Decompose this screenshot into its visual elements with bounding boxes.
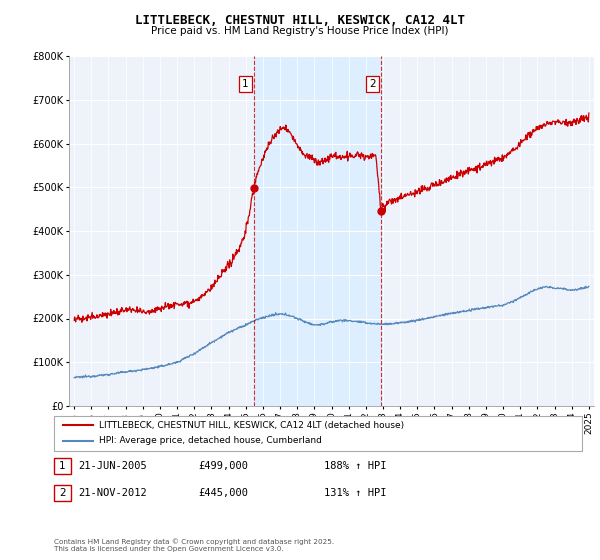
Bar	[254, 56, 381, 406]
Text: LITTLEBECK, CHESTNUT HILL, KESWICK, CA12 4LT (detached house): LITTLEBECK, CHESTNUT HILL, KESWICK, CA12…	[99, 421, 404, 430]
Text: 21-NOV-2012: 21-NOV-2012	[78, 488, 147, 498]
Text: 131% ↑ HPI: 131% ↑ HPI	[324, 488, 386, 498]
Text: 21-JUN-2005: 21-JUN-2005	[78, 461, 147, 471]
Text: 1: 1	[59, 461, 66, 471]
Text: £499,000: £499,000	[198, 461, 248, 471]
Text: 2: 2	[370, 79, 376, 89]
Text: £445,000: £445,000	[198, 488, 248, 498]
Text: LITTLEBECK, CHESTNUT HILL, KESWICK, CA12 4LT: LITTLEBECK, CHESTNUT HILL, KESWICK, CA12…	[135, 14, 465, 27]
Text: 1: 1	[242, 79, 248, 89]
Text: 2: 2	[59, 488, 66, 498]
Text: Contains HM Land Registry data © Crown copyright and database right 2025.
This d: Contains HM Land Registry data © Crown c…	[54, 538, 334, 552]
Text: Price paid vs. HM Land Registry's House Price Index (HPI): Price paid vs. HM Land Registry's House …	[151, 26, 449, 36]
Text: 188% ↑ HPI: 188% ↑ HPI	[324, 461, 386, 471]
Text: HPI: Average price, detached house, Cumberland: HPI: Average price, detached house, Cumb…	[99, 436, 322, 445]
